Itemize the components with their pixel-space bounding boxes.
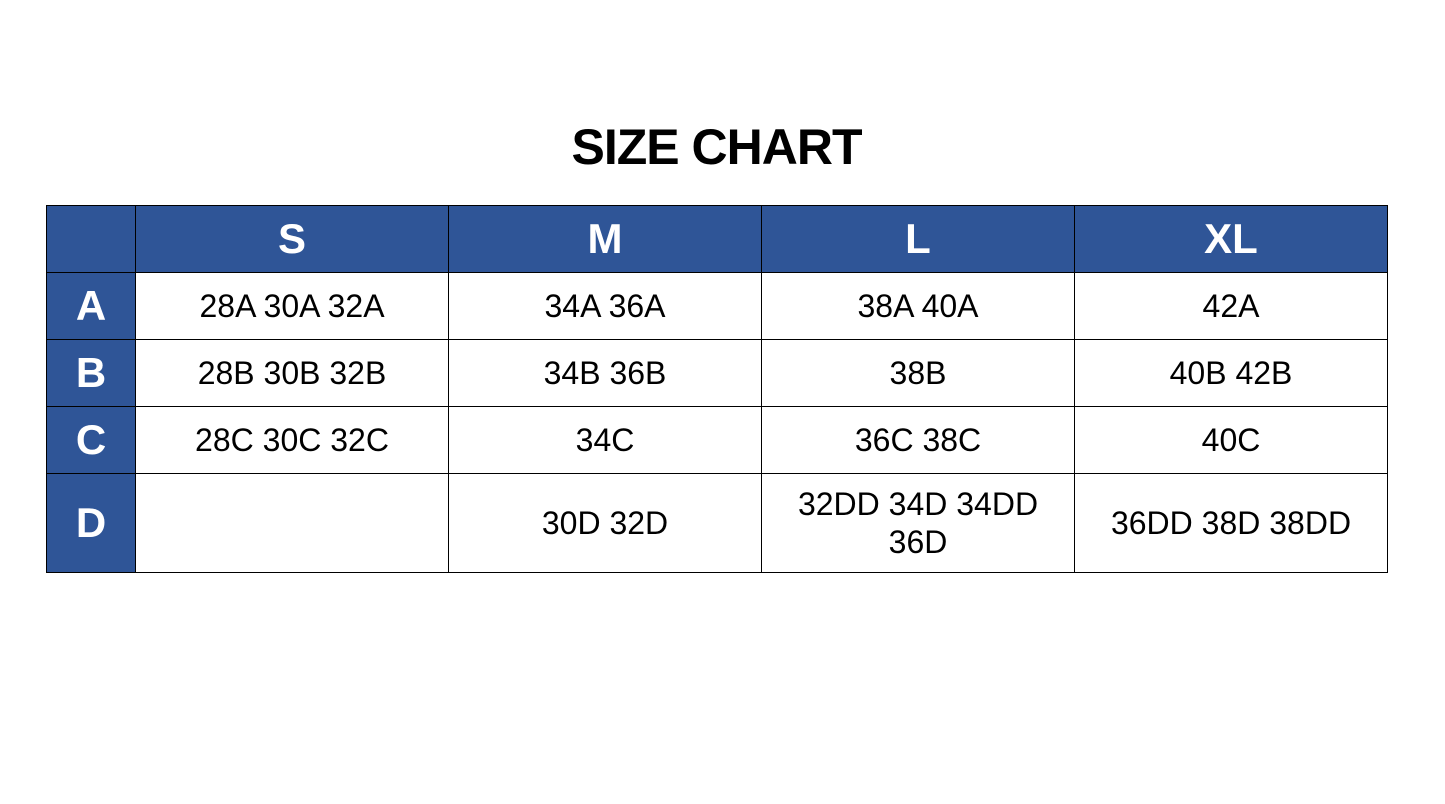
table-cell: 34A 36A: [448, 272, 762, 340]
table-cell: 28C 30C 32C: [135, 406, 449, 474]
column-header-l: L: [761, 205, 1075, 273]
table-cell: 28B 30B 32B: [135, 339, 449, 407]
size-chart-table: S M L XL A 28A 30A 32A 34A 36A 38A 40A 4…: [46, 205, 1388, 573]
row-header: A: [46, 272, 136, 340]
table-cell: 42A: [1074, 272, 1388, 340]
table-cell: [135, 473, 449, 573]
column-header-s: S: [135, 205, 449, 273]
table-row: B 28B 30B 32B 34B 36B 38B 40B 42B: [46, 339, 1388, 407]
column-header-xl: XL: [1074, 205, 1388, 273]
table-cell: 40C: [1074, 406, 1388, 474]
header-row: S M L XL: [46, 205, 1388, 273]
row-header: D: [46, 473, 136, 573]
table-cell: 36DD 38D 38DD: [1074, 473, 1388, 573]
column-header-m: M: [448, 205, 762, 273]
row-header: B: [46, 339, 136, 407]
table-cell: 32DD 34D 34DD 36D: [761, 473, 1075, 573]
table-cell: 40B 42B: [1074, 339, 1388, 407]
page-title: SIZE CHART: [571, 119, 863, 175]
table-row: D 30D 32D 32DD 34D 34DD 36D 36DD 38D 38D…: [46, 473, 1388, 573]
table-cell: 36C 38C: [761, 406, 1075, 474]
row-header: C: [46, 406, 136, 474]
corner-cell: [46, 205, 136, 273]
table-cell: 34C: [448, 406, 762, 474]
table-row: A 28A 30A 32A 34A 36A 38A 40A 42A: [46, 272, 1388, 340]
table-cell: 28A 30A 32A: [135, 272, 449, 340]
table-cell: 38B: [761, 339, 1075, 407]
table-cell: 38A 40A: [761, 272, 1075, 340]
table-cell: 30D 32D: [448, 473, 762, 573]
table-row: C 28C 30C 32C 34C 36C 38C 40C: [46, 406, 1388, 474]
table-cell: 34B 36B: [448, 339, 762, 407]
